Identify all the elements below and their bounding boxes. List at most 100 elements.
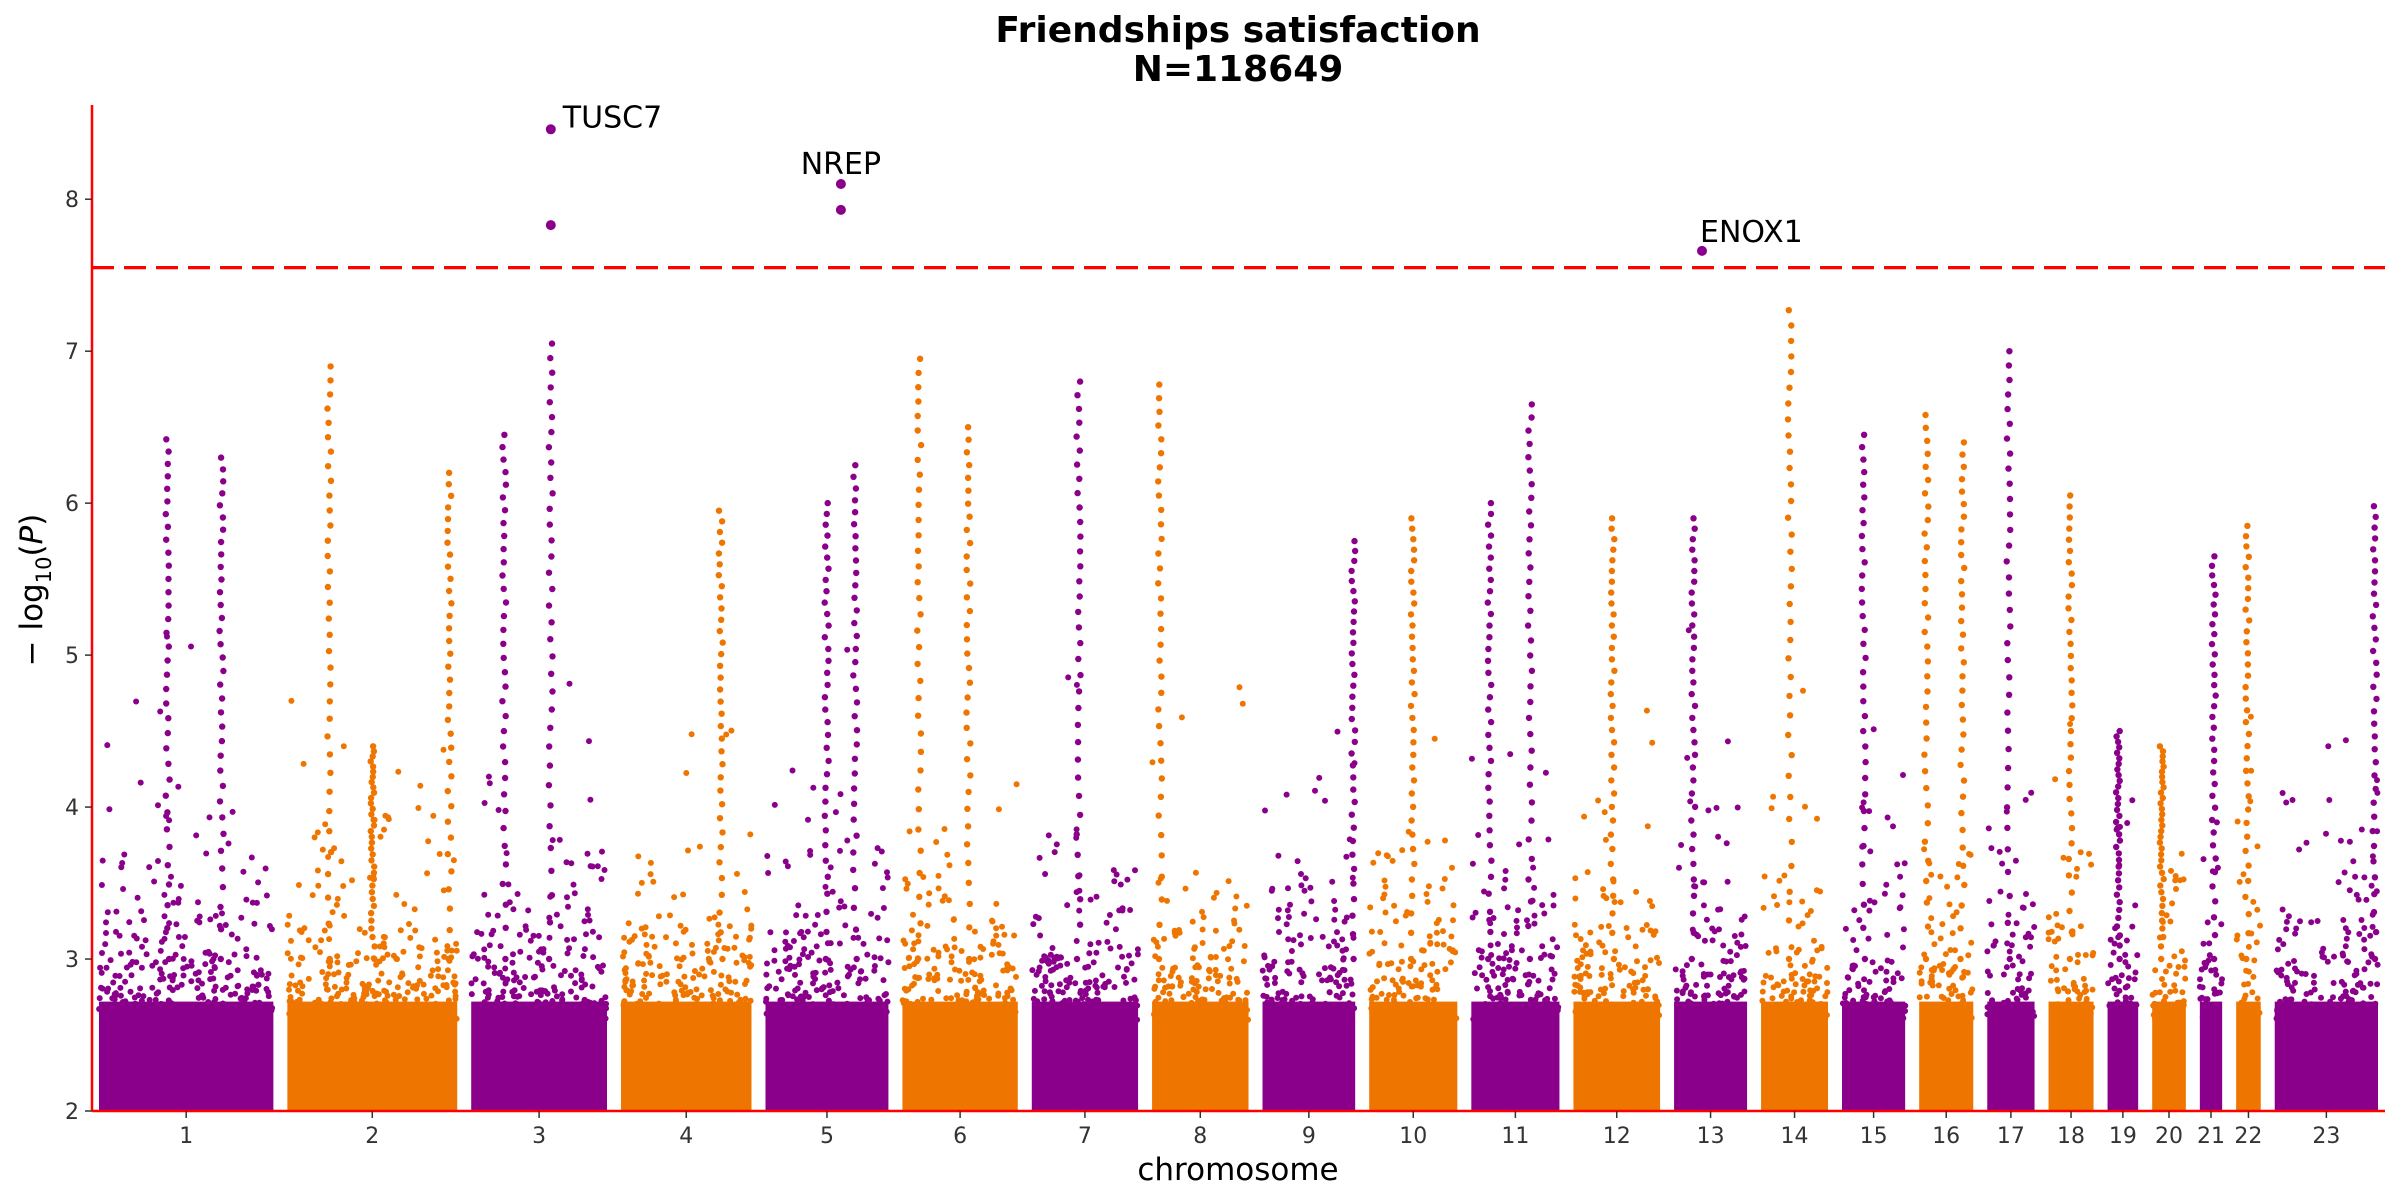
snp-point: [951, 944, 958, 951]
snp-point: [1051, 849, 1058, 856]
snp-point: [1220, 1009, 1227, 1016]
snp-point: [1037, 932, 1044, 939]
peak-point: [1786, 464, 1793, 472]
peak-point: [2242, 606, 2249, 613]
snp-point: [238, 914, 245, 921]
snp-point: [2374, 961, 2381, 968]
peak-point: [324, 405, 331, 412]
peak-point: [1611, 667, 1618, 674]
snp-point: [1607, 975, 1614, 982]
snp-point: [1487, 988, 1493, 995]
snp-point: [1700, 973, 1707, 980]
snp-point: [1628, 968, 1635, 975]
snp-point: [943, 995, 950, 1002]
snp-point: [1704, 1014, 1711, 1021]
snp-point: [2303, 839, 2310, 846]
snp-point: [935, 953, 942, 960]
peak-point: [1688, 690, 1695, 698]
snp-point: [2338, 1001, 2345, 1008]
snp-point: [1448, 1013, 1455, 1020]
snp-point: [397, 927, 404, 934]
snp-point: [1741, 975, 1748, 982]
snp-point: [1010, 996, 1017, 1003]
snp-point: [1378, 990, 1385, 997]
snp-point: [1506, 957, 1513, 963]
snp-point: [880, 905, 887, 911]
snp-point: [98, 969, 105, 976]
snp-point: [355, 950, 361, 957]
peak-point: [1785, 731, 1792, 739]
snp-point: [1615, 961, 1622, 968]
peak-point: [1922, 703, 1930, 711]
snp-point: [485, 911, 492, 918]
snp-point: [1042, 974, 1049, 980]
snp-point: [418, 945, 425, 952]
peak-point: [1690, 831, 1697, 838]
peak-point: [963, 594, 971, 601]
snp-point: [1391, 902, 1398, 909]
peak-point: [715, 550, 723, 557]
peak-point: [217, 681, 224, 688]
peak-point: [2242, 533, 2250, 540]
peak-point: [1688, 817, 1695, 824]
peak-point: [1156, 408, 1163, 415]
snp-point: [1805, 978, 1812, 985]
snp-point: [318, 937, 325, 944]
snp-point: [288, 998, 295, 1005]
snp-point: [363, 1001, 370, 1008]
snp-point: [1212, 954, 1219, 960]
peak-point: [2116, 837, 2124, 844]
snp-point: [1791, 989, 1798, 996]
snp-point: [1573, 932, 1579, 939]
snp-point: [2151, 1000, 2158, 1007]
snp-point: [1421, 962, 1428, 969]
snp-point: [1121, 973, 1127, 980]
peak-point: [367, 794, 375, 802]
snp-point: [1521, 1010, 1528, 1017]
snp-point: [1787, 962, 1794, 969]
snp-point: [1155, 994, 1162, 1001]
snp-point: [581, 946, 588, 953]
snp-point: [321, 1009, 328, 1016]
x-tick-label: 5: [820, 1124, 834, 1149]
snp-point: [2340, 917, 2347, 923]
snp-point: [1530, 864, 1537, 871]
snp-point: [1217, 972, 1224, 979]
snp-point: [1900, 1015, 1907, 1022]
snp-point: [120, 886, 127, 892]
snp-point: [602, 994, 609, 1001]
peak-point: [444, 787, 451, 795]
peak-point: [718, 710, 725, 717]
snp-point: [523, 1009, 530, 1016]
snp-point: [440, 974, 447, 981]
snp-point: [585, 1010, 592, 1017]
snp-point: [1503, 1005, 1510, 1012]
snp-point: [269, 1005, 276, 1011]
peak-point: [1158, 673, 1165, 680]
peak-point: [548, 670, 555, 677]
snp-point: [2000, 971, 2007, 978]
snp-point: [578, 984, 585, 991]
peak-point: [825, 565, 832, 572]
snp-point: [663, 971, 670, 978]
snp-point: [373, 1000, 380, 1007]
snp-point: [2240, 1008, 2247, 1015]
peak-point: [1528, 667, 1536, 674]
peak-point: [546, 823, 553, 830]
snp-point: [2326, 797, 2333, 803]
peak-point: [915, 806, 922, 813]
snp-point: [706, 1002, 713, 1009]
snp-point: [1937, 935, 1944, 942]
peak-point: [717, 698, 724, 705]
peak-point: [500, 545, 507, 553]
snp-point: [1414, 982, 1421, 989]
peak-point: [502, 901, 509, 908]
snp-point: [1036, 964, 1043, 971]
peak-point: [2114, 738, 2122, 746]
peak-point: [1487, 499, 1495, 507]
snp-point: [1288, 948, 1295, 954]
snp-point: [203, 850, 210, 857]
peak-point: [716, 594, 724, 601]
snp-point: [1215, 989, 1222, 996]
snp-point: [1087, 998, 1094, 1005]
